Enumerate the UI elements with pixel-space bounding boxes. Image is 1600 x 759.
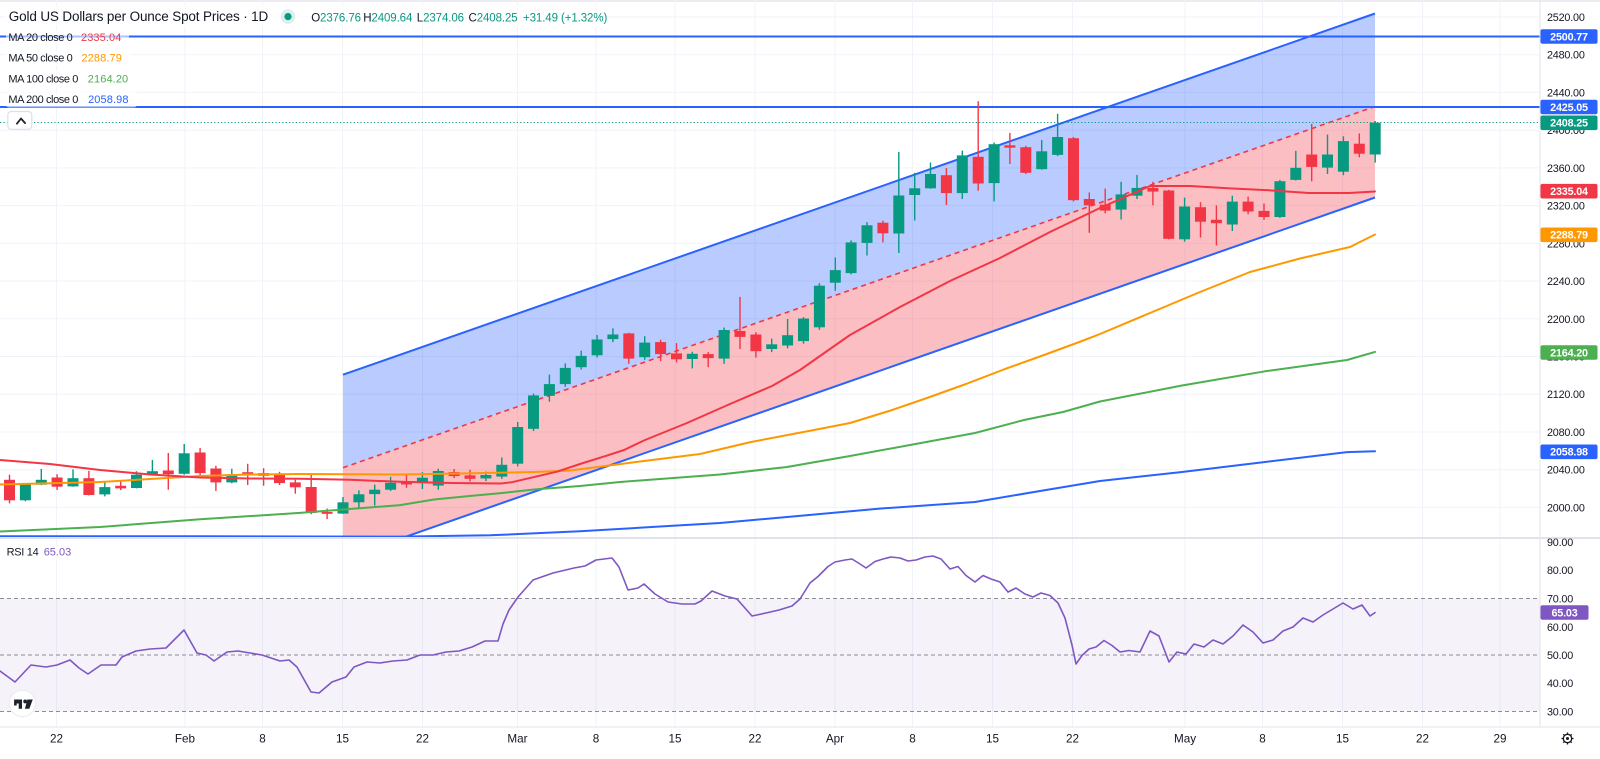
- svg-text:2480.00: 2480.00: [1547, 50, 1585, 62]
- svg-text:22: 22: [1066, 733, 1079, 746]
- svg-text:2500.77: 2500.77: [1550, 31, 1588, 43]
- svg-text:C2408.25: C2408.25: [469, 13, 518, 25]
- svg-text:15: 15: [1336, 733, 1350, 746]
- svg-text:8: 8: [909, 733, 916, 746]
- svg-text:29: 29: [1493, 733, 1506, 746]
- svg-text:2320.00: 2320.00: [1547, 201, 1585, 213]
- svg-text:2058.98: 2058.98: [1550, 447, 1588, 459]
- svg-text:MA 100 close 0: MA 100 close 0: [8, 73, 78, 85]
- svg-text:2335.04: 2335.04: [81, 32, 121, 44]
- svg-text:2058.98: 2058.98: [88, 94, 128, 106]
- svg-text:Gold US Dollars per Ounce Spot: Gold US Dollars per Ounce Spot Prices · …: [9, 9, 269, 24]
- svg-text:May: May: [1174, 733, 1196, 746]
- svg-text:8: 8: [259, 733, 266, 746]
- svg-text:22: 22: [748, 733, 761, 746]
- svg-text:2440.00: 2440.00: [1547, 87, 1585, 99]
- svg-text:65.03: 65.03: [44, 546, 72, 558]
- svg-text:2408.25: 2408.25: [1550, 118, 1588, 130]
- svg-text:30.00: 30.00: [1547, 707, 1573, 719]
- svg-text:2288.79: 2288.79: [1550, 230, 1588, 242]
- svg-text:70.00: 70.00: [1547, 594, 1573, 606]
- svg-text:2120.00: 2120.00: [1547, 389, 1585, 401]
- svg-text:22: 22: [1416, 733, 1429, 746]
- svg-text:8: 8: [593, 733, 600, 746]
- svg-text:H2409.64: H2409.64: [363, 13, 413, 25]
- svg-text:O2376.76: O2376.76: [311, 13, 361, 25]
- svg-text:65.03: 65.03: [1551, 607, 1577, 619]
- svg-text:MA 50 close 0: MA 50 close 0: [8, 53, 72, 65]
- svg-text:50.00: 50.00: [1547, 650, 1573, 662]
- svg-text:15: 15: [336, 733, 350, 746]
- svg-text:80.00: 80.00: [1547, 565, 1573, 577]
- svg-text:2335.04: 2335.04: [1550, 186, 1588, 198]
- svg-text:MA 20 close 0: MA 20 close 0: [8, 32, 72, 44]
- svg-text:Mar: Mar: [507, 733, 527, 746]
- svg-text:22: 22: [50, 733, 63, 746]
- svg-text:Apr: Apr: [826, 733, 844, 746]
- svg-text:15: 15: [986, 733, 1000, 746]
- svg-text:2164.20: 2164.20: [1550, 347, 1588, 359]
- svg-text:MA 200 close 0: MA 200 close 0: [8, 94, 78, 106]
- svg-text:2164.20: 2164.20: [88, 73, 128, 85]
- svg-text:2288.79: 2288.79: [82, 53, 122, 65]
- svg-text:2040.00: 2040.00: [1547, 465, 1585, 477]
- svg-text:8: 8: [1259, 733, 1266, 746]
- svg-text:60.00: 60.00: [1547, 622, 1573, 634]
- svg-text:+31.49 (+1.32%): +31.49 (+1.32%): [523, 13, 607, 25]
- svg-text:2200.00: 2200.00: [1547, 314, 1585, 326]
- svg-text:2240.00: 2240.00: [1547, 276, 1585, 288]
- svg-text:2520.00: 2520.00: [1547, 12, 1585, 24]
- svg-text:90.00: 90.00: [1547, 537, 1573, 549]
- svg-text:40.00: 40.00: [1547, 678, 1573, 690]
- svg-text:22: 22: [416, 733, 429, 746]
- svg-text:2360.00: 2360.00: [1547, 163, 1585, 175]
- svg-text:Feb: Feb: [175, 733, 196, 746]
- svg-text:2000.00: 2000.00: [1547, 502, 1585, 514]
- svg-text:RSI 14: RSI 14: [7, 546, 39, 558]
- svg-text:2425.05: 2425.05: [1550, 102, 1588, 114]
- svg-text:15: 15: [668, 733, 682, 746]
- svg-text:L2374.06: L2374.06: [417, 13, 464, 25]
- svg-text:2080.00: 2080.00: [1547, 427, 1585, 439]
